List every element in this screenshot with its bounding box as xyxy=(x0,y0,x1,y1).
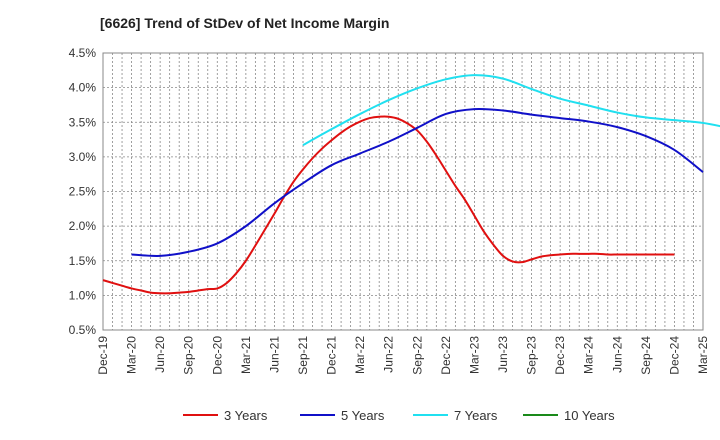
series-line-3-years xyxy=(102,115,675,295)
x-tick-label: Sep-22 xyxy=(410,336,424,375)
x-tick-label: Sep-20 xyxy=(182,336,196,375)
x-tick-label: Dec-24 xyxy=(667,336,681,375)
y-tick-label: 0.5% xyxy=(69,323,97,337)
y-tick-label: 3.0% xyxy=(69,150,97,164)
x-tick-label: Mar-20 xyxy=(125,336,139,374)
x-tick-label: Mar-21 xyxy=(239,336,253,374)
y-tick-label: 4.5% xyxy=(69,46,97,60)
legend-label: 10 Years xyxy=(564,408,615,423)
x-tick-label: Dec-19 xyxy=(96,336,110,375)
y-tick-label: 3.5% xyxy=(69,115,97,129)
x-tick-label: Jun-20 xyxy=(153,336,167,373)
legend: 3 Years 5 Years 7 Years 10 Years xyxy=(183,408,615,423)
y-tick-label: 1.5% xyxy=(69,254,97,268)
y-tick-label: 1.0% xyxy=(69,288,97,302)
legend-label: 3 Years xyxy=(224,408,268,423)
x-tick-label: Dec-20 xyxy=(210,336,224,375)
legend-label: 5 Years xyxy=(341,408,385,423)
x-tick-label: Sep-24 xyxy=(639,336,653,375)
x-tick-label: Mar-23 xyxy=(467,336,481,374)
x-tick-label: Jun-22 xyxy=(382,336,396,373)
y-tick-label: 4.0% xyxy=(69,81,97,95)
y-tick-label: 2.5% xyxy=(69,185,97,199)
x-tick-label: Jun-23 xyxy=(496,336,510,373)
series-line-5-years xyxy=(131,107,704,257)
x-tick-label: Dec-23 xyxy=(553,336,567,375)
x-tick-label: Dec-22 xyxy=(439,336,453,375)
x-tick-label: Dec-21 xyxy=(325,336,339,375)
legend-label: 7 Years xyxy=(454,408,498,423)
plot-area: 0.5% 1.0% 1.5% 2.0% 2.5% 3.0% 3.5% 4.0% 4.5% Dec-… xyxy=(69,46,720,375)
series-line-7-years xyxy=(302,74,720,146)
x-tick-label: Mar-25 xyxy=(696,336,710,374)
x-tick-label: Mar-24 xyxy=(582,336,596,374)
x-tick-label: Mar-22 xyxy=(353,336,367,374)
x-tick-label: Sep-21 xyxy=(296,336,310,375)
y-tick-label: 2.0% xyxy=(69,219,97,233)
x-tick-label: Jun-21 xyxy=(267,336,281,373)
x-tick-label: Jun-24 xyxy=(610,336,624,373)
x-tick-label: Sep-23 xyxy=(525,336,539,375)
chart-title: [6626] Trend of StDev of Net Income Marg… xyxy=(100,15,389,31)
